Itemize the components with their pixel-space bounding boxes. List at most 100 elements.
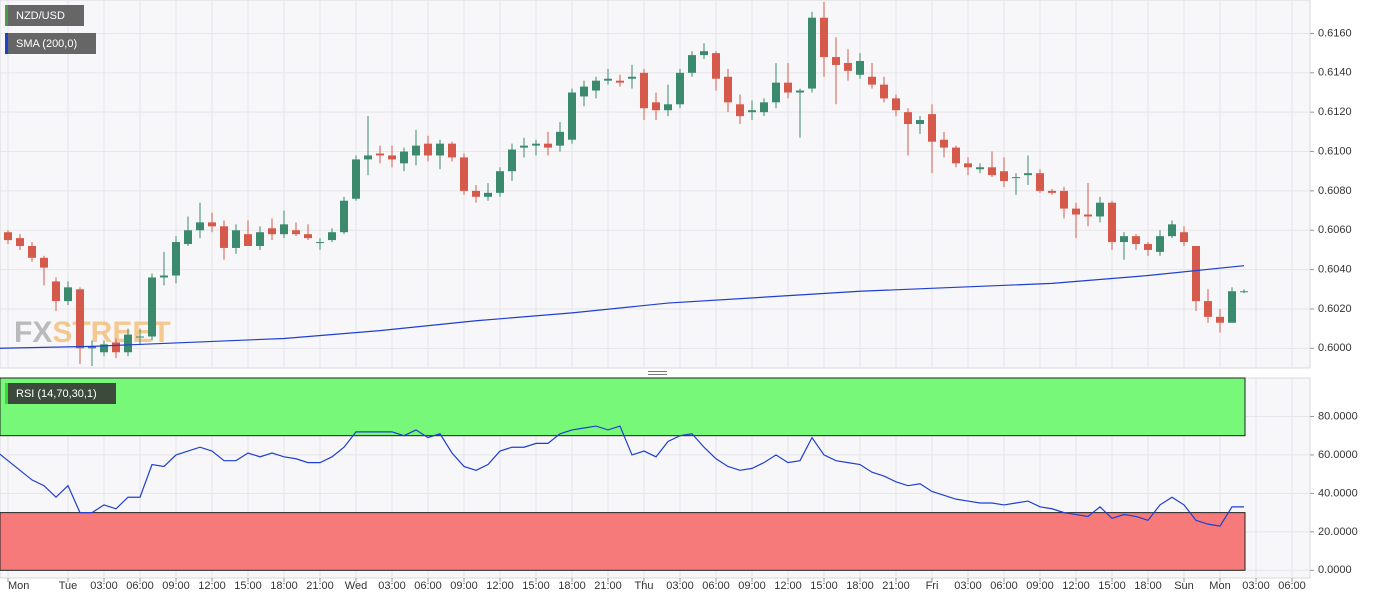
candle-body: [544, 143, 553, 148]
candle-body: [448, 143, 457, 158]
candle-body: [772, 82, 781, 103]
candle-body: [1120, 236, 1129, 243]
candle-body: [988, 167, 997, 176]
x-tick-label: 18:00: [270, 580, 298, 592]
candle-body: [1012, 177, 1021, 179]
candle-body: [112, 342, 121, 353]
candle-body: [196, 222, 205, 231]
series-line: [0, 265, 1245, 349]
candle-body: [880, 84, 889, 99]
candle-body: [820, 17, 829, 58]
candle-body: [256, 232, 265, 246]
symbol-tag: [5, 5, 84, 26]
candle-body: [976, 167, 985, 170]
x-tick-label: 06:00: [1278, 580, 1306, 592]
candle-body: [652, 102, 661, 111]
y-tick-label: 0.6140: [1318, 67, 1352, 79]
candle-body: [1240, 291, 1249, 293]
candle-body: [1060, 190, 1069, 209]
candle-body: [316, 242, 325, 244]
candle-body: [172, 242, 181, 276]
candle-body: [280, 224, 289, 235]
candle-body: [1168, 224, 1177, 237]
candle-body: [4, 232, 13, 241]
candle-body: [100, 344, 109, 353]
series-line: [0, 425, 1244, 527]
candle-body: [808, 17, 817, 89]
watermark-part: FX: [14, 316, 52, 349]
candle-body: [52, 281, 61, 302]
candle-body: [136, 336, 145, 338]
y-tick-label: 0.6100: [1318, 145, 1352, 157]
x-tick-label: Mon: [1209, 580, 1230, 592]
candle-body: [616, 80, 625, 83]
candle-body: [16, 238, 25, 246]
candle-body: [304, 234, 313, 239]
candle-body: [712, 53, 721, 79]
candle-body: [484, 192, 493, 197]
candle-body: [64, 287, 73, 302]
candle-body: [628, 76, 637, 79]
candle-body: [1204, 301, 1213, 317]
x-tick-label: 21:00: [594, 580, 622, 592]
candle-body: [424, 143, 433, 156]
x-tick-label: 12:00: [198, 580, 226, 592]
symbol-label: NZD/USD: [16, 10, 65, 22]
candle-body: [1108, 202, 1117, 243]
x-tick-label: 03:00: [666, 580, 694, 592]
candle-body: [220, 226, 229, 248]
y-tick-label: 0.6080: [1318, 185, 1352, 197]
candle-body: [604, 78, 613, 81]
candle-body: [916, 120, 925, 124]
divider-handle[interactable]: [648, 371, 667, 375]
candle-body: [964, 163, 973, 168]
candle-body: [580, 86, 589, 97]
candle-body: [496, 171, 505, 193]
candle-body: [556, 131, 565, 146]
candle-body: [436, 143, 445, 156]
candle-body: [592, 80, 601, 91]
candle-body: [796, 90, 805, 93]
candle-body: [1036, 173, 1045, 191]
candle-body: [724, 76, 733, 103]
candle-body: [268, 228, 277, 235]
candle-body: [28, 245, 37, 258]
candle-body: [508, 149, 517, 172]
candle-body: [124, 334, 133, 353]
x-tick-label: 15:00: [522, 580, 550, 592]
candle-body: [892, 98, 901, 111]
marks-layer: [0, 1, 1249, 527]
x-tick-label: 21:00: [882, 580, 910, 592]
candle-body: [1228, 291, 1237, 323]
candle-body: [1132, 236, 1141, 245]
candle-body: [88, 346, 97, 349]
x-tick-label: Thu: [635, 580, 654, 592]
candle-body: [844, 62, 853, 71]
price-pane: [0, 0, 1311, 369]
candle-body: [568, 92, 577, 140]
candle-body: [640, 72, 649, 109]
y-tick-label: 0.6120: [1318, 106, 1352, 118]
y-tick-label: 0.6160: [1318, 27, 1352, 39]
x-tick-label: Mon: [8, 580, 29, 592]
candle-body: [1048, 190, 1057, 193]
candle-body: [40, 257, 49, 268]
sma-tag: [5, 33, 96, 54]
y-tick-label: 0.6040: [1318, 264, 1352, 276]
candle-body: [400, 151, 409, 164]
candle-body: [700, 51, 709, 56]
candle-body: [940, 139, 949, 148]
candle-body: [1144, 244, 1153, 250]
symbol-tag-marker: [5, 5, 8, 26]
x-tick-label: 09:00: [1026, 580, 1054, 592]
candle-body: [784, 82, 793, 93]
candle-body: [232, 230, 241, 248]
x-tick-label: 12:00: [486, 580, 514, 592]
x-tick-label: 18:00: [846, 580, 874, 592]
candle-body: [1192, 245, 1201, 302]
candle-body: [328, 232, 337, 241]
x-tick-label: 15:00: [1098, 580, 1126, 592]
rsi-zone: [0, 512, 1246, 571]
x-tick-label: Wed: [345, 580, 367, 592]
candle-body: [688, 55, 697, 73]
